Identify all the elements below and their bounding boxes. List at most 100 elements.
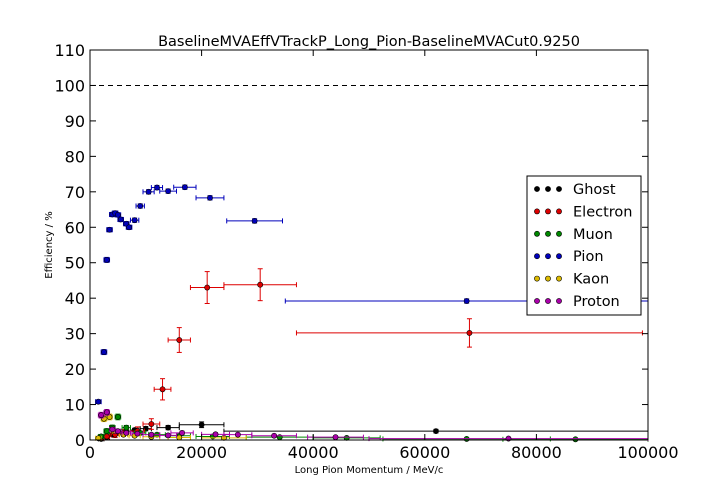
legend-marker xyxy=(545,275,551,282)
data-point xyxy=(165,188,172,195)
x-tick-label: 0 xyxy=(85,443,95,462)
data-point xyxy=(145,188,152,195)
legend-marker xyxy=(545,208,551,215)
y-tick-label: 70 xyxy=(65,183,85,202)
x-tick-label: 20000 xyxy=(176,443,227,462)
data-point xyxy=(179,430,185,436)
data-point xyxy=(106,226,113,233)
data-point xyxy=(212,431,219,438)
y-tick-label: 40 xyxy=(65,289,85,308)
x-tick-label: 60000 xyxy=(399,443,450,462)
data-point xyxy=(126,224,132,231)
y-tick-label: 0 xyxy=(75,431,85,450)
legend-marker xyxy=(556,298,562,304)
y-tick-label: 20 xyxy=(65,360,85,379)
y-tick-label: 50 xyxy=(65,254,85,273)
data-point xyxy=(207,194,213,201)
data-point xyxy=(109,426,116,433)
data-point xyxy=(131,217,138,224)
data-point xyxy=(433,428,439,435)
data-point xyxy=(115,428,121,435)
legend-item-kaon: Kaon xyxy=(534,272,609,288)
data-point xyxy=(466,330,473,336)
legend-box xyxy=(526,175,642,316)
data-point xyxy=(123,430,130,436)
data-point xyxy=(257,281,264,288)
legend-label: Kaon xyxy=(573,272,609,288)
data-point xyxy=(115,414,121,420)
data-point xyxy=(251,217,258,224)
data-point xyxy=(115,211,121,218)
y-axis-ticks: 0 10 20 30 40 50 60 70 80 90 100 110 xyxy=(54,41,648,450)
y-tick-label: 60 xyxy=(65,218,85,237)
legend-label: Ghost xyxy=(573,182,616,198)
x-tick-label: 80000 xyxy=(511,443,562,462)
data-point xyxy=(165,432,172,439)
data-point xyxy=(271,432,278,439)
legend-marker xyxy=(534,208,540,215)
legend-item-proton: Proton xyxy=(534,294,620,310)
data-point xyxy=(98,412,105,419)
chart-title: BaselineMVAEffVTrackP_Long_Pion-Baseline… xyxy=(158,34,580,50)
y-tick-label: 10 xyxy=(65,396,85,415)
y-tick-label: 110 xyxy=(54,41,85,60)
data-point xyxy=(101,349,107,355)
data-point xyxy=(95,398,102,405)
legend-marker xyxy=(556,275,562,282)
y-tick-label: 100 xyxy=(54,76,85,95)
data-point xyxy=(463,298,470,304)
legend-marker xyxy=(556,186,562,192)
legend: Ghost Electron Muon Pion Kaon Proton xyxy=(526,175,642,316)
legend-label: Pion xyxy=(573,249,604,265)
y-tick-label: 30 xyxy=(65,325,85,344)
legend-marker xyxy=(545,253,551,260)
data-point xyxy=(103,433,110,440)
series-proton xyxy=(97,409,649,442)
plot-frame xyxy=(89,49,649,441)
data-point xyxy=(103,409,110,416)
legend-item-muon: Muon xyxy=(534,227,613,243)
data-point xyxy=(154,184,160,191)
data-point xyxy=(103,256,110,263)
y-tick-label: 90 xyxy=(65,112,85,131)
data-point xyxy=(181,184,188,191)
data-point xyxy=(137,203,144,209)
y-tick-label: 80 xyxy=(65,147,85,166)
data-point xyxy=(148,421,155,427)
x-axis-ticks: 0 20000 40000 60000 80000 100000 xyxy=(85,50,679,462)
x-tick-label: 40000 xyxy=(288,443,339,462)
legend-item-ghost: Ghost xyxy=(534,182,616,198)
legend-marker xyxy=(545,298,551,304)
legend-marker xyxy=(534,230,540,237)
data-point xyxy=(159,386,166,393)
data-point xyxy=(103,428,110,435)
legend-marker xyxy=(534,298,540,304)
legend-marker xyxy=(556,208,562,215)
data-point xyxy=(204,284,211,291)
data-point xyxy=(198,421,205,428)
data-point xyxy=(176,434,183,441)
data-point xyxy=(148,431,155,438)
legend-marker xyxy=(534,253,540,260)
legend-marker xyxy=(534,275,540,282)
data-point xyxy=(117,216,124,223)
legend-item-pion: Pion xyxy=(534,249,604,265)
y-axis-label: Efficiency / % xyxy=(44,211,55,278)
data-point xyxy=(332,434,339,441)
legend-marker xyxy=(534,186,540,192)
legend-label: Proton xyxy=(573,294,620,310)
data-point xyxy=(165,424,172,431)
legend-marker xyxy=(545,186,551,192)
legend-label: Electron xyxy=(573,204,632,220)
data-point xyxy=(234,431,241,438)
legend-label: Muon xyxy=(573,227,613,243)
x-axis-label: Long Pion Momentum / MeV/c xyxy=(295,465,444,476)
legend-marker xyxy=(556,230,562,237)
data-point xyxy=(176,337,183,343)
data-point xyxy=(572,436,579,443)
x-tick-label: 100000 xyxy=(617,443,678,462)
legend-marker xyxy=(556,253,562,260)
data-point xyxy=(123,424,130,431)
legend-item-electron: Electron xyxy=(534,204,632,220)
